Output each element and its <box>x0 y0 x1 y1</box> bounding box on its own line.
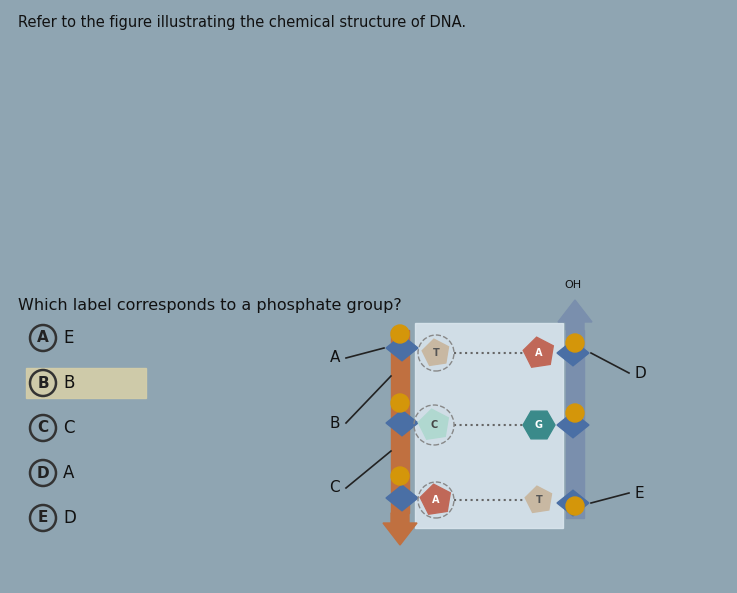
Text: B: B <box>329 416 340 431</box>
Text: E: E <box>635 486 645 500</box>
Text: D: D <box>37 466 49 480</box>
Text: B: B <box>63 374 74 392</box>
Text: G: G <box>535 420 543 430</box>
Polygon shape <box>523 337 553 367</box>
Bar <box>415 323 563 528</box>
FancyArrow shape <box>558 300 592 330</box>
Text: D: D <box>635 365 647 381</box>
Polygon shape <box>386 485 418 511</box>
Circle shape <box>566 404 584 422</box>
Polygon shape <box>557 412 589 438</box>
Text: C: C <box>430 420 438 430</box>
Text: A: A <box>535 348 542 358</box>
Polygon shape <box>386 335 418 361</box>
Text: A: A <box>63 464 74 482</box>
Bar <box>391 330 409 513</box>
Circle shape <box>391 325 409 343</box>
Text: E: E <box>63 329 74 347</box>
Circle shape <box>566 334 584 352</box>
Text: C: C <box>329 480 340 496</box>
Bar <box>566 330 584 518</box>
Text: OH: OH <box>565 280 581 290</box>
Text: C: C <box>38 420 49 435</box>
Text: E: E <box>38 511 48 525</box>
Circle shape <box>391 394 409 412</box>
FancyArrow shape <box>383 513 417 545</box>
Text: A: A <box>432 495 440 505</box>
Polygon shape <box>386 410 418 436</box>
Polygon shape <box>525 486 551 512</box>
Polygon shape <box>557 340 589 366</box>
Text: C: C <box>63 419 74 437</box>
Circle shape <box>566 497 584 515</box>
Polygon shape <box>557 490 589 516</box>
Polygon shape <box>422 339 449 365</box>
Text: B: B <box>37 375 49 391</box>
Text: A: A <box>329 350 340 365</box>
Polygon shape <box>418 409 448 439</box>
Text: Refer to the figure illustrating the chemical structure of DNA.: Refer to the figure illustrating the che… <box>18 15 466 30</box>
Text: Which label corresponds to a phosphate group?: Which label corresponds to a phosphate g… <box>18 298 402 313</box>
Bar <box>26 368 146 398</box>
Text: T: T <box>536 495 542 505</box>
Polygon shape <box>523 411 555 439</box>
Text: A: A <box>37 330 49 346</box>
Text: T: T <box>433 348 439 358</box>
Polygon shape <box>420 484 450 514</box>
Text: D: D <box>63 509 76 527</box>
Circle shape <box>391 467 409 485</box>
